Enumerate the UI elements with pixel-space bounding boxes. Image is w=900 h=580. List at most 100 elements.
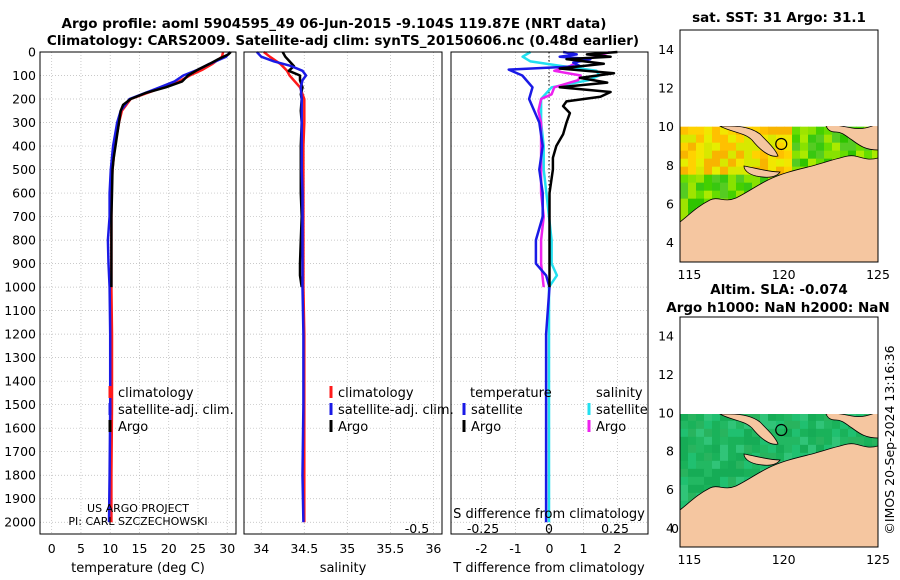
heatmap-cell xyxy=(688,460,697,470)
x-tick-label: 1 xyxy=(579,541,587,556)
depth-tick-label: 1200 xyxy=(4,327,36,342)
heatmap-cell xyxy=(704,166,713,176)
heatmap-cell xyxy=(712,142,721,152)
legend-label-t-satellite: satellite xyxy=(471,403,523,418)
pi-annotation: PI: CARL SZCZECHOWSKI xyxy=(68,515,207,528)
heatmap-cell xyxy=(760,174,769,184)
salinity-axes-box xyxy=(243,51,443,535)
heatmap-cell xyxy=(728,150,737,160)
heatmap-cell xyxy=(696,412,705,422)
legend-label-satellite: satellite-adj. clim. xyxy=(338,403,454,418)
sst-no-data-area xyxy=(680,30,878,126)
heatmap-cell xyxy=(680,150,689,160)
heatmap-cell xyxy=(720,444,729,454)
heatmap-cell xyxy=(688,126,697,136)
heatmap-cell xyxy=(712,150,721,160)
lat-tick-label: 12 xyxy=(658,81,674,96)
depth-tick-label: 400 xyxy=(12,139,36,154)
heatmap-cell xyxy=(736,476,745,486)
heatmap-cell xyxy=(792,142,801,152)
x-tick-label: 0 xyxy=(546,541,554,556)
legend-title-temperature: temperature xyxy=(470,386,552,401)
depth-tick-label: 500 xyxy=(12,162,36,177)
heatmap-cell xyxy=(744,428,753,438)
heatmap-cell xyxy=(712,476,721,486)
heatmap-cell xyxy=(784,428,793,438)
heatmap-cell xyxy=(800,420,809,430)
heatmap-cell xyxy=(760,158,769,168)
heatmap-cell xyxy=(792,420,801,430)
heatmap-cell xyxy=(736,444,745,454)
heatmap-cell xyxy=(744,468,753,478)
heatmap-cell xyxy=(728,436,737,446)
heatmap-cell xyxy=(800,428,809,438)
heatmap-cell xyxy=(704,182,713,192)
heatmap-cell xyxy=(712,182,721,192)
temperature-argo-line xyxy=(110,51,232,288)
heatmap-cell xyxy=(784,126,793,136)
lat-tick-label: 4 xyxy=(666,235,674,250)
heatmap-cell xyxy=(776,150,785,160)
heatmap-cell xyxy=(688,452,697,462)
heatmap-cell xyxy=(744,158,753,168)
heatmap-cell xyxy=(784,158,793,168)
heatmap-cell xyxy=(760,420,769,430)
salinity-legend: climatology satellite-adj. clim. Argo xyxy=(329,386,454,435)
heatmap-cell xyxy=(768,412,777,422)
heatmap-cell xyxy=(704,428,713,438)
depth-tick-label: 800 xyxy=(12,233,36,248)
lat-tick-label: 8 xyxy=(666,444,674,459)
heatmap-cell xyxy=(752,412,761,422)
heatmap-cell xyxy=(696,190,705,200)
sla-land xyxy=(680,411,878,547)
x-tick-label: 0 xyxy=(48,541,56,556)
heatmap-cell xyxy=(704,452,713,462)
x-tick-label: -1 xyxy=(509,541,521,556)
depth-tick-label: 1600 xyxy=(4,421,36,436)
sst-lat-tick-labels: 4 6 8 10 12 14 xyxy=(658,42,674,250)
heatmap-cell xyxy=(696,476,705,486)
heatmap-cell xyxy=(824,428,833,438)
heatmap-cell xyxy=(680,206,689,216)
heatmap-cell xyxy=(720,174,729,184)
heatmap-cell xyxy=(840,420,849,430)
heatmap-cell xyxy=(680,126,689,136)
heatmap-cell xyxy=(856,436,865,446)
heatmap-cell xyxy=(752,150,761,160)
figure-title-line1: Argo profile: aoml 5904595_49 06-Jun-201… xyxy=(62,16,607,32)
heatmap-cell xyxy=(720,182,729,192)
heatmap-cell xyxy=(712,468,721,478)
heatmap-cell xyxy=(688,428,697,438)
heatmap-cell xyxy=(688,142,697,152)
salinity-satellite-line xyxy=(255,51,308,523)
temperature-grid xyxy=(40,51,236,534)
t-difference-argo-line xyxy=(548,50,618,288)
heatmap-cell xyxy=(776,444,785,454)
depth-tick-label: 0 xyxy=(28,45,36,60)
heatmap-cell xyxy=(696,182,705,192)
salinity-xlabel: salinity xyxy=(320,561,367,576)
heatmap-cell xyxy=(688,412,697,422)
heatmap-cell xyxy=(752,174,761,184)
heatmap-cell xyxy=(768,428,777,438)
heatmap-cell xyxy=(800,444,809,454)
heatmap-cell xyxy=(808,150,817,160)
depth-tick-label: 2000 xyxy=(4,515,36,530)
heatmap-cell xyxy=(688,198,697,208)
depth-tick-label: 1300 xyxy=(4,350,36,365)
difference-series xyxy=(507,50,618,523)
heatmap-cell xyxy=(768,452,777,462)
heatmap-cell xyxy=(696,198,705,208)
heatmap-cell xyxy=(736,182,745,192)
heatmap-cell xyxy=(704,190,713,200)
temperature-axes-box xyxy=(39,51,237,535)
heatmap-cell xyxy=(704,468,713,478)
sla-land-south xyxy=(680,443,878,547)
heatmap-cell xyxy=(712,190,721,200)
heatmap-cell xyxy=(728,182,737,192)
heatmap-cell xyxy=(680,436,689,446)
heatmap-cell xyxy=(832,150,841,160)
heatmap-cell xyxy=(728,460,737,470)
